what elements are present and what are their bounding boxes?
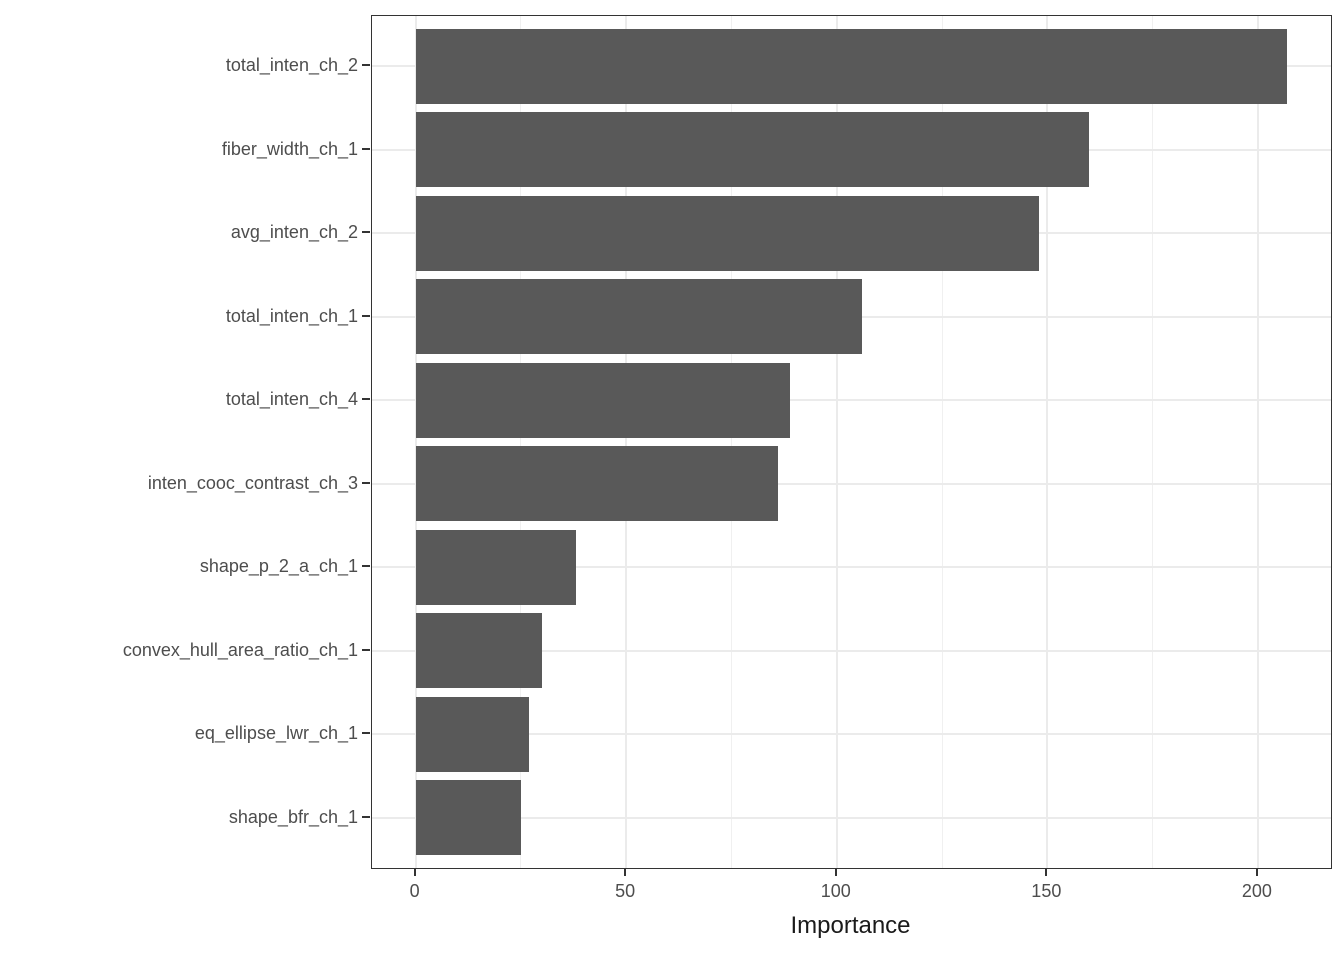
y-axis-label: shape_bfr_ch_1 [228, 806, 358, 827]
y-tick-mark [362, 481, 370, 484]
y-axis-label: avg_inten_ch_2 [230, 222, 358, 243]
gridline-x-major [835, 16, 838, 868]
gridline-y-major [372, 566, 1331, 569]
gridline-x-minor [730, 16, 732, 868]
gridline-y-major [372, 399, 1331, 402]
gridline-y-major [372, 816, 1331, 819]
bar-shape_bfr_ch_1 [415, 780, 521, 856]
gridline-x-minor [941, 16, 943, 868]
gridline-y-major [372, 482, 1331, 485]
y-tick-mark [362, 648, 370, 651]
x-tick-mark [834, 868, 837, 876]
gridline-x-major [414, 16, 417, 868]
bar-convex_hull_area_ratio_ch_1 [415, 613, 542, 689]
x-tick-label: 100 [820, 881, 851, 901]
y-tick-mark [362, 64, 370, 67]
bar-fiber_width_ch_1 [415, 112, 1090, 188]
x-tick-mark [413, 868, 416, 876]
y-tick-mark [362, 147, 370, 150]
x-axis-title: Importance [790, 912, 911, 939]
y-tick-mark [362, 815, 370, 818]
plot-panel [371, 15, 1332, 869]
y-axis-label: shape_p_2_a_ch_1 [199, 556, 358, 577]
y-axis-label: eq_ellipse_lwr_ch_1 [194, 723, 358, 744]
y-axis-label: fiber_width_ch_1 [221, 138, 358, 159]
y-tick-mark [362, 732, 370, 735]
y-axis-label: total_inten_ch_2 [225, 55, 358, 76]
x-tick-mark [624, 868, 627, 876]
y-tick-mark [362, 231, 370, 234]
bar-total_inten_ch_1 [415, 279, 863, 355]
gridline-x-minor [520, 16, 522, 868]
gridline-x-minor [1152, 16, 1154, 868]
y-axis-label: convex_hull_area_ratio_ch_1 [122, 639, 358, 660]
y-axis-label: inten_cooc_contrast_ch_3 [147, 472, 358, 493]
bar-inten_cooc_contrast_ch_3 [415, 446, 778, 522]
y-axis-label: total_inten_ch_1 [225, 305, 358, 326]
x-tick-mark [1255, 868, 1258, 876]
gridline-y-major [372, 649, 1331, 652]
y-tick-mark [362, 565, 370, 568]
gridline-y-major [372, 733, 1331, 736]
bar-avg_inten_ch_2 [415, 195, 1039, 271]
y-axis-label: total_inten_ch_4 [225, 389, 358, 410]
x-tick-mark [1045, 868, 1048, 876]
gridline-x-major [1046, 16, 1049, 868]
bar-shape_p_2_a_ch_1 [415, 529, 576, 605]
y-tick-mark [362, 398, 370, 401]
bar-eq_ellipse_lwr_ch_1 [415, 696, 530, 772]
x-tick-label: 200 [1241, 881, 1272, 901]
x-tick-label: 0 [409, 881, 420, 901]
gridline-x-major [1256, 16, 1259, 868]
bar-total_inten_ch_4 [415, 362, 791, 438]
x-tick-label: 50 [615, 881, 636, 901]
gridline-x-major [625, 16, 628, 868]
y-tick-mark [362, 314, 370, 317]
x-tick-label: 150 [1031, 881, 1062, 901]
bar-total_inten_ch_2 [415, 28, 1288, 104]
